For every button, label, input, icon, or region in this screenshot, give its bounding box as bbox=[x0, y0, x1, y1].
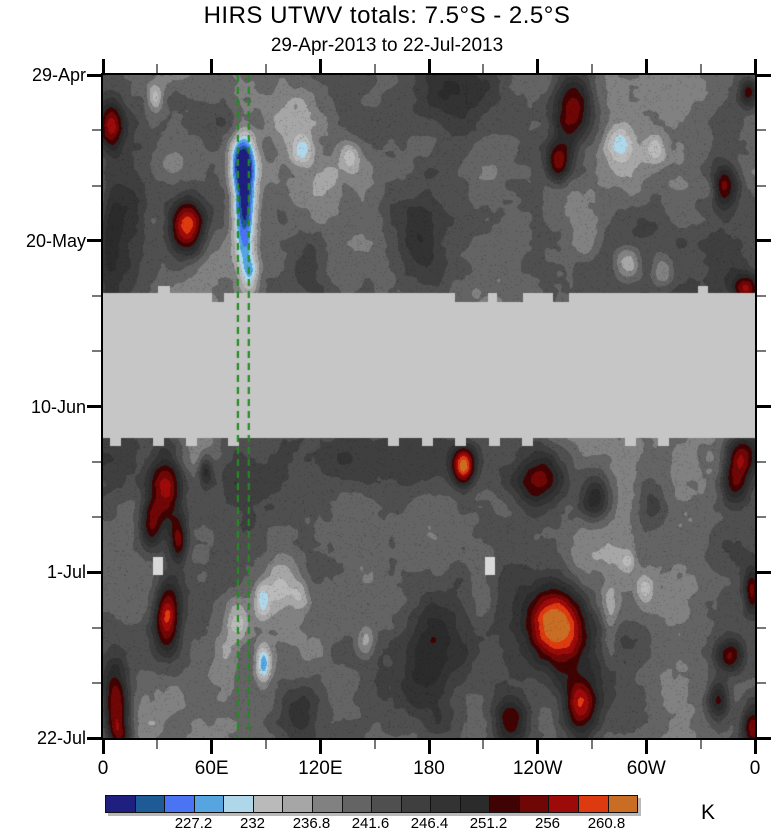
x-axis-tick-label: 0 bbox=[97, 758, 109, 779]
x-major-tick-top bbox=[753, 59, 757, 73]
colorbar-segment bbox=[372, 796, 402, 812]
x-major-tick-top bbox=[101, 59, 105, 73]
y-minor-tick-right bbox=[757, 681, 766, 684]
x-major-tick bbox=[101, 740, 105, 754]
y-minor-tick-right bbox=[757, 184, 766, 187]
x-minor-tick-top bbox=[591, 64, 593, 73]
y-major-tick-right bbox=[757, 736, 771, 740]
hovmoller-field-canvas bbox=[103, 75, 755, 738]
x-minor-tick-top bbox=[482, 64, 485, 73]
x-minor-tick bbox=[591, 740, 593, 749]
colorbar-segment bbox=[460, 796, 491, 812]
y-minor-tick bbox=[92, 460, 101, 463]
colorbar-segment bbox=[519, 796, 550, 812]
y-axis-tick-label: 29-Apr bbox=[31, 65, 86, 85]
y-minor-tick-right bbox=[757, 129, 766, 132]
y-major-tick bbox=[87, 239, 101, 243]
y-minor-tick bbox=[92, 184, 101, 187]
colorbar-tick-label: 260.8 bbox=[587, 815, 626, 832]
x-axis-tick-label: 0 bbox=[749, 758, 761, 779]
colorbar-segment bbox=[253, 796, 284, 812]
colorbar-tick-label: 246.4 bbox=[410, 815, 449, 832]
y-major-tick-right bbox=[757, 73, 771, 77]
colorbar-segment bbox=[579, 796, 609, 812]
plot-title: HIRS UTWV totals: 7.5°S - 2.5°S bbox=[203, 2, 571, 29]
y-major-tick-right bbox=[757, 570, 771, 574]
y-minor-tick-right bbox=[757, 516, 766, 518]
colorbar-segment bbox=[224, 796, 254, 812]
y-minor-tick bbox=[92, 516, 101, 518]
x-minor-tick-top bbox=[699, 64, 702, 73]
y-major-tick bbox=[87, 570, 101, 574]
y-minor-tick bbox=[92, 129, 101, 132]
colorbar-segment bbox=[106, 796, 136, 812]
x-major-tick-top bbox=[427, 59, 431, 73]
x-axis-tick-label: 60E bbox=[194, 758, 229, 779]
colorbar-segment bbox=[431, 796, 461, 812]
y-major-tick bbox=[87, 736, 101, 740]
x-minor-tick-top bbox=[265, 64, 267, 73]
y-minor-tick bbox=[92, 350, 101, 353]
colorbar-segment bbox=[549, 796, 579, 812]
y-minor-tick bbox=[92, 295, 101, 297]
y-minor-tick bbox=[92, 681, 101, 684]
colorbar-segment bbox=[608, 796, 638, 812]
x-axis-tick-label: 180 bbox=[413, 758, 445, 779]
colorbar-tick-label: 227.2 bbox=[174, 815, 213, 832]
x-axis-tick-label: 60W bbox=[626, 758, 666, 779]
colorbar bbox=[105, 795, 638, 813]
y-axis-tick-label: 20-May bbox=[25, 230, 86, 251]
x-minor-tick bbox=[373, 740, 376, 749]
x-major-tick-top bbox=[644, 59, 648, 73]
x-minor-tick-top bbox=[373, 64, 376, 73]
colorbar-tick-label: 256 bbox=[534, 815, 561, 832]
x-minor-tick bbox=[699, 740, 702, 749]
y-minor-tick-right bbox=[757, 626, 766, 629]
x-minor-tick-top bbox=[156, 64, 159, 73]
y-axis-tick-label: 10-Jun bbox=[30, 396, 86, 417]
colorbar-unit-label: K bbox=[700, 801, 715, 824]
y-minor-tick-right bbox=[757, 295, 766, 297]
y-minor-tick bbox=[92, 626, 101, 629]
x-axis-tick-label: 120W bbox=[512, 758, 563, 779]
y-axis-tick-label: 1-Jul bbox=[46, 562, 86, 583]
y-minor-tick-right bbox=[757, 350, 766, 353]
y-major-tick-right bbox=[757, 405, 771, 408]
y-major-tick bbox=[87, 73, 101, 77]
colorbar-segment bbox=[194, 796, 225, 812]
x-major-tick-top bbox=[536, 59, 540, 73]
colorbar-tick-label: 232 bbox=[239, 815, 266, 832]
x-minor-tick bbox=[265, 740, 267, 749]
colorbar-segment bbox=[342, 796, 373, 812]
colorbar-tick-label: 251.2 bbox=[469, 815, 508, 832]
x-major-tick bbox=[536, 740, 540, 754]
colorbar-segment bbox=[401, 796, 432, 812]
x-minor-tick bbox=[482, 740, 485, 749]
x-major-tick bbox=[427, 740, 431, 754]
colorbar-tick-label: 236.8 bbox=[292, 815, 331, 832]
x-major-tick bbox=[210, 740, 214, 754]
plot-subtitle: 29-Apr-2013 to 22-Jul-2013 bbox=[270, 35, 504, 56]
plot-frame bbox=[101, 73, 757, 740]
colorbar-segment bbox=[283, 796, 313, 812]
x-major-tick-top bbox=[210, 59, 214, 73]
x-minor-tick bbox=[156, 740, 159, 749]
colorbar-segment bbox=[165, 796, 195, 812]
x-major-tick bbox=[753, 740, 757, 754]
y-minor-tick-right bbox=[757, 460, 766, 463]
x-axis-tick-label: 120E bbox=[298, 758, 343, 779]
x-major-tick bbox=[318, 740, 322, 754]
y-major-tick bbox=[87, 405, 101, 408]
y-major-tick-right bbox=[757, 239, 771, 243]
colorbar-tick-label: 241.6 bbox=[351, 815, 390, 832]
y-axis-tick-label: 22-Jul bbox=[36, 728, 86, 748]
x-major-tick-top bbox=[318, 59, 322, 73]
colorbar-segment bbox=[135, 796, 166, 812]
x-major-tick bbox=[644, 740, 648, 754]
colorbar-segment bbox=[312, 796, 343, 812]
colorbar-segment bbox=[490, 796, 520, 812]
